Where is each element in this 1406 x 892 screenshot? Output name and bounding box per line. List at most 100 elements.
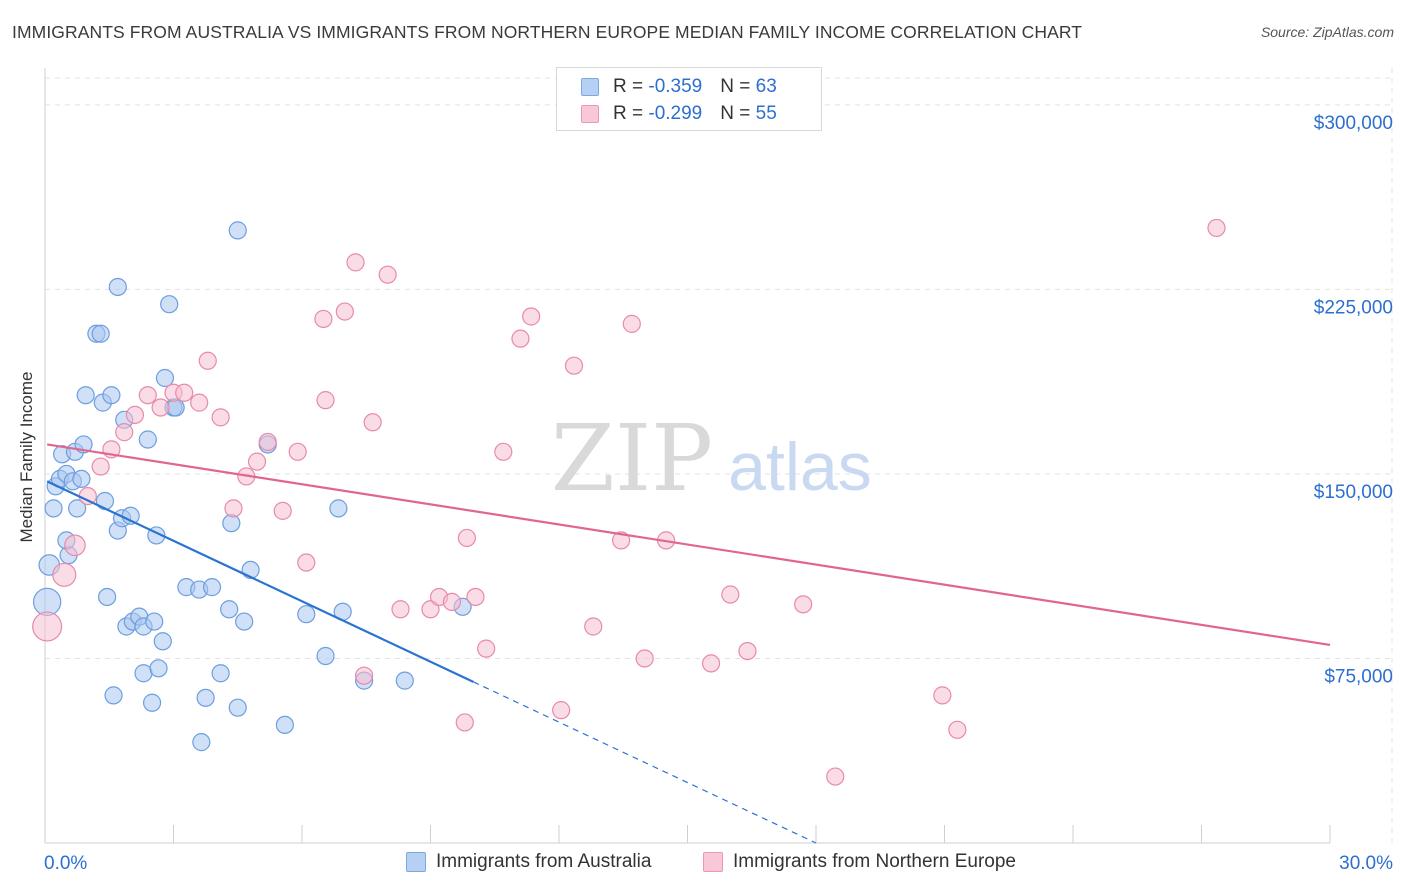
- point-northern-europe: [198, 351, 217, 370]
- point-australia: [316, 646, 335, 666]
- watermark-atlas: atlas: [728, 429, 872, 505]
- legend-r-value: -0.359: [648, 76, 703, 97]
- point-northern-europe: [738, 641, 757, 661]
- point-australia: [149, 659, 168, 678]
- point-australia: [91, 324, 110, 343]
- point-northern-europe: [391, 600, 410, 619]
- stats-legend: R = -0.359 N = 63 R = -0.299 N = 55: [556, 67, 822, 131]
- point-australia: [76, 386, 95, 405]
- point-northern-europe: [455, 713, 474, 732]
- point-northern-europe: [466, 587, 485, 607]
- point-northern-europe: [701, 654, 721, 673]
- point-northern-europe: [522, 307, 541, 326]
- point-northern-europe: [297, 553, 316, 572]
- point-northern-europe: [552, 701, 571, 720]
- point-northern-europe: [138, 386, 157, 405]
- point-australia: [228, 698, 247, 717]
- point-australia: [275, 715, 294, 735]
- point-northern-europe: [442, 592, 462, 611]
- legend-row-northern-europe: R = -0.299 N = 55: [581, 101, 777, 127]
- watermark: ZIP atlas: [551, 405, 872, 512]
- point-northern-europe: [948, 720, 967, 739]
- point-northern-europe: [612, 531, 631, 550]
- point-australia: [192, 733, 211, 752]
- tick-labels: $75,000 $150,000 $225,000 $300,000 0.0% 30.0%: [44, 113, 1393, 874]
- point-northern-europe: [933, 686, 952, 705]
- series-legend-australia: Immigrants from Australia: [406, 851, 651, 873]
- point-australia: [196, 688, 215, 707]
- point-australia: [211, 664, 230, 683]
- point-northern-europe: [64, 534, 86, 557]
- trend-lines: [46, 443, 1331, 844]
- legend-swatch-northern-europe: [581, 105, 599, 123]
- point-australia: [395, 671, 414, 690]
- point-northern-europe: [564, 356, 584, 375]
- point-northern-europe: [211, 408, 230, 427]
- point-northern-europe: [316, 391, 335, 410]
- point-australia: [153, 632, 172, 651]
- point-northern-europe: [175, 383, 194, 402]
- legend-row-australia: R = -0.359 N = 63: [581, 74, 777, 100]
- point-northern-europe: [258, 432, 277, 452]
- point-australia: [108, 277, 127, 297]
- chart-title: IMMIGRANTS FROM AUSTRALIA VS IMMIGRANTS …: [12, 22, 1083, 42]
- trend-line-australia: [46, 480, 474, 683]
- watermark-zip: ZIP: [551, 405, 713, 512]
- y-tick-label: $225,000: [1314, 297, 1393, 318]
- gridlines: [45, 68, 1393, 843]
- point-northern-europe: [247, 452, 267, 471]
- point-australia: [329, 499, 348, 518]
- point-australia: [138, 430, 157, 449]
- point-australia: [235, 612, 254, 631]
- y-tick-label: $300,000: [1314, 113, 1393, 134]
- trend-extension-australia: [473, 681, 817, 844]
- point-northern-europe: [32, 611, 63, 642]
- point-northern-europe: [794, 595, 813, 614]
- point-northern-europe: [1207, 218, 1226, 238]
- point-northern-europe: [826, 767, 845, 786]
- series-swatch-northern-europe: [703, 852, 723, 872]
- series-label-australia: Immigrants from Australia: [436, 851, 652, 872]
- point-northern-europe: [494, 442, 513, 461]
- legend-n-label: N =: [720, 103, 756, 124]
- point-northern-europe: [224, 499, 243, 518]
- point-northern-europe: [273, 501, 292, 520]
- point-australia: [102, 386, 121, 405]
- point-australia: [160, 295, 179, 314]
- legend-n-value: 55: [755, 103, 777, 124]
- point-northern-europe: [363, 413, 382, 432]
- source-credit: Source: ZipAtlas.com: [1260, 24, 1394, 40]
- point-northern-europe: [78, 486, 97, 506]
- legend-n-value: 63: [755, 76, 777, 97]
- x-tick-label: 0.0%: [44, 853, 87, 874]
- point-australia: [95, 491, 115, 511]
- point-northern-europe: [115, 423, 134, 442]
- point-australia: [202, 578, 222, 597]
- point-australia: [98, 587, 117, 607]
- point-australia: [32, 587, 62, 617]
- point-northern-europe: [125, 405, 145, 425]
- point-australia: [228, 221, 247, 240]
- point-australia: [145, 612, 164, 631]
- point-australia: [44, 499, 63, 518]
- point-northern-europe: [355, 666, 374, 685]
- series-label-northern-europe: Immigrants from Northern Europe: [733, 851, 1016, 872]
- y-tick-label: $75,000: [1324, 666, 1393, 687]
- point-northern-europe: [622, 314, 641, 333]
- point-australia: [134, 664, 153, 683]
- point-northern-europe: [190, 393, 209, 412]
- point-australia: [142, 693, 162, 712]
- point-northern-europe: [378, 265, 397, 284]
- point-northern-europe: [721, 585, 740, 604]
- point-australia: [220, 600, 239, 619]
- series-swatch-australia: [406, 852, 426, 872]
- y-axis-label: Median Family Income: [17, 371, 36, 542]
- point-northern-europe: [584, 617, 603, 636]
- point-northern-europe: [91, 457, 110, 476]
- point-northern-europe: [335, 302, 354, 321]
- y-tick-label: $150,000: [1314, 482, 1393, 503]
- point-northern-europe: [346, 253, 365, 272]
- legend-r-label: R =: [613, 103, 649, 124]
- point-northern-europe: [52, 562, 77, 587]
